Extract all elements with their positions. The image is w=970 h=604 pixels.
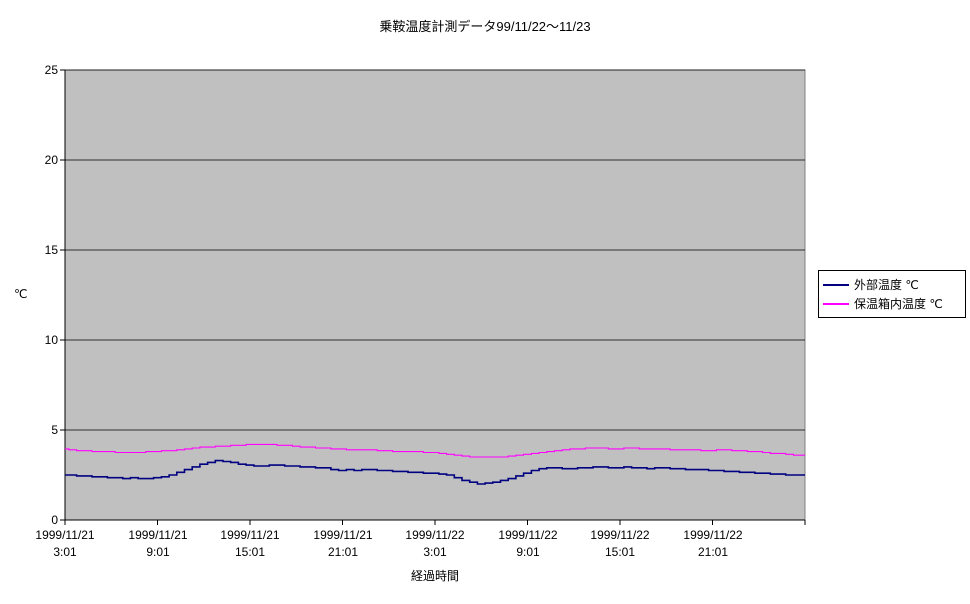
x-tick-date: 1999/11/22: [590, 528, 650, 542]
x-tick-label-7: 1999/11/22 21:01: [658, 527, 768, 561]
y-tick-label-0: 0: [51, 513, 58, 527]
x-tick-date: 1999/11/22: [498, 528, 558, 542]
x-tick-time: 21:01: [697, 545, 729, 559]
legend: 外部温度 ℃ 保温箱内温度 ℃: [818, 270, 966, 318]
box-temp-line-swatch-icon: [823, 302, 849, 305]
x-tick-date: 1999/11/22: [405, 528, 465, 542]
y-tick-label-10: 10: [44, 333, 58, 347]
y-tick-label-25: 25: [44, 63, 58, 77]
x-tick-time: 3:01: [53, 545, 77, 559]
x-tick-date: 1999/11/21: [128, 528, 188, 542]
x-tick-time: 9:01: [516, 545, 540, 559]
series-line-external-temp: [65, 459, 805, 485]
y-tick-label-20: 20: [44, 153, 58, 167]
x-tick-label-0: 1999/11/21 3:01: [10, 527, 120, 561]
x-tick-date: 1999/11/21: [313, 528, 373, 542]
legend-label-external-temp: 外部温度 ℃: [854, 278, 919, 292]
x-tick-time: 9:01: [146, 545, 170, 559]
legend-item-external-temp: 外部温度 ℃: [823, 275, 961, 294]
x-tick-label-5: 1999/11/22 9:01: [473, 527, 583, 561]
x-tick-time: 3:01: [423, 545, 447, 559]
y-axis-unit-label: ℃: [14, 287, 28, 301]
external-temp-line-swatch-icon: [823, 283, 849, 286]
plot-area: [64, 69, 806, 521]
x-tick-label-2: 1999/11/21 15:01: [195, 527, 305, 561]
x-tick-label-3: 1999/11/21 21:01: [288, 527, 398, 561]
series-line-box-temp: [65, 443, 805, 458]
x-axis-title: 経過時間: [410, 569, 459, 583]
x-tick-date: 1999/11/21: [35, 528, 95, 542]
legend-label-box-temp: 保温箱内温度 ℃: [854, 297, 943, 311]
x-tick-time: 15:01: [234, 545, 266, 559]
x-tick-label-1: 1999/11/21 9:01: [103, 527, 213, 561]
y-tick-label-15: 15: [44, 243, 58, 257]
x-tick-date: 1999/11/22: [683, 528, 743, 542]
x-tick-label-6: 1999/11/22 15:01: [565, 527, 675, 561]
chart-title: 乗鞍温度計測データ99/11/22～11/23: [379, 19, 591, 34]
y-tick-label-5: 5: [51, 423, 58, 437]
x-tick-date: 1999/11/21: [220, 528, 280, 542]
x-tick-time: 21:01: [327, 545, 359, 559]
x-tick-time: 15:01: [604, 545, 636, 559]
x-tick-label-4: 1999/11/22 3:01: [380, 527, 490, 561]
legend-item-box-temp: 保温箱内温度 ℃: [823, 294, 961, 313]
